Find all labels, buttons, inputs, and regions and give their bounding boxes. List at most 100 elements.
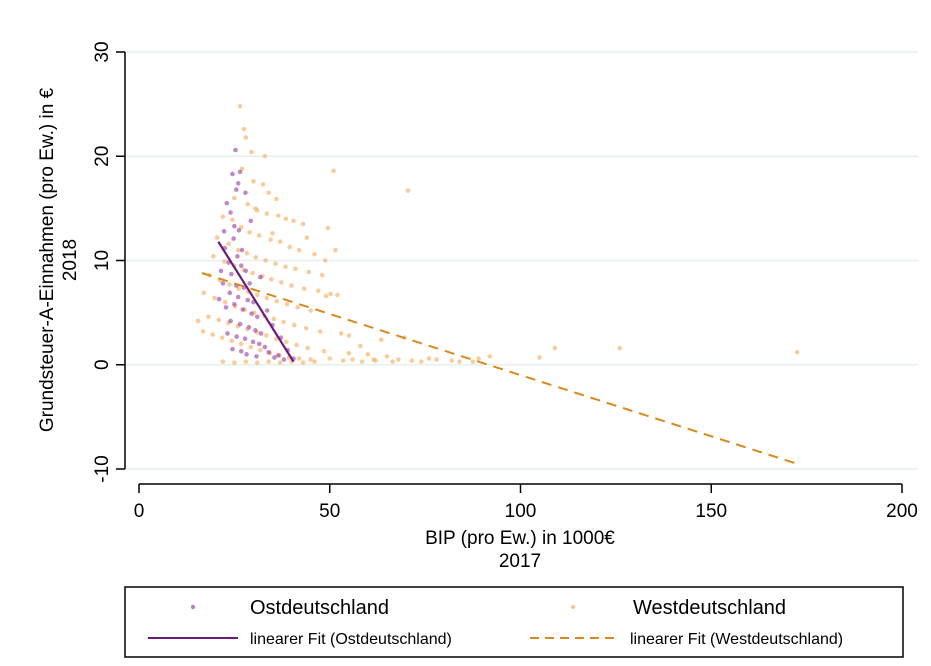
west-point-65 [308,308,313,313]
west-point-138 [470,359,476,364]
ost-point-31 [246,324,252,330]
west-point-130 [312,359,317,364]
west-point-38 [273,261,278,266]
west-point-76 [281,319,286,325]
ost-point-41 [238,348,244,354]
west-point-66 [323,293,329,299]
west-point-112 [396,357,401,362]
ost-point-24 [223,305,229,310]
west-point-109 [327,356,333,361]
west-point-145 [378,337,384,343]
west-point-126 [266,359,272,364]
west-point-90 [283,339,289,345]
ost-point-26 [240,307,246,312]
west-point-70 [222,299,228,305]
west-point-44 [222,259,227,264]
west-point-129 [300,360,306,365]
y-axis: -10 0 10 20 30 [92,41,126,483]
ost-point-7 [236,227,242,233]
ost-point-1 [235,181,241,186]
west-point-54 [328,291,333,297]
west-point-133 [371,357,376,362]
west-point-0 [237,103,243,109]
ost-point-47 [281,357,287,362]
ost-point-10 [239,247,245,253]
ost-point-0 [230,171,235,177]
west-point-94 [346,350,352,356]
west-point-25 [256,233,262,238]
west-point-40 [293,266,298,272]
west-point-10 [266,190,272,196]
west-point-20 [325,225,331,231]
ost-point-16 [220,281,226,286]
west-point-116 [476,356,481,361]
west-point-80 [338,331,344,336]
ost-point-27 [249,311,254,316]
west-point-92 [305,345,310,351]
west-point-88 [264,333,269,338]
x-tick-label-2: 100 [505,501,537,522]
ost-point-33 [258,331,264,336]
west-point-69 [212,295,217,301]
west-point-32 [214,235,220,240]
ost-point-29 [228,318,233,324]
west-fit-line [201,272,798,465]
ost-point-13 [238,263,244,269]
west-point-120 [617,345,622,351]
west-point-53 [316,288,321,294]
legend-marker-westdeutschland [570,604,576,610]
west-point-140 [270,231,275,236]
west-point-1 [241,126,247,132]
west-point-22 [230,217,235,223]
west-point-134 [390,359,395,364]
ost-point-21 [235,294,241,300]
ost-point-39 [262,344,268,350]
west-point-77 [291,322,297,328]
west-point-21 [220,214,226,220]
ost-point-25 [232,301,237,307]
ost-point-44 [266,349,272,355]
ost-point-42 [244,352,249,357]
west-point-68 [201,290,207,296]
west-point-26 [268,237,273,242]
west-point-50 [278,280,284,285]
west-point-16 [275,213,281,218]
west-point-108 [308,357,313,362]
y-tick-label-2: 10 [92,250,113,271]
west-point-60 [254,292,260,298]
west-point-19 [300,221,306,227]
x-axis-title: BIP (pro Ew.) in 1000€ [425,528,615,549]
west-point-28 [287,244,292,250]
west-point-107 [296,356,302,361]
ost-point-36 [242,336,248,341]
ost-point-28 [254,314,260,320]
west-point-114 [434,357,439,362]
west-point-2 [243,135,249,140]
west-point-98 [210,332,215,337]
x-tick-label-3: 150 [695,501,727,522]
west-point-31 [333,247,338,253]
legend-label-ostdeutschland: Ostdeutschland [250,597,389,619]
west-point-136 [426,356,432,361]
west-point-110 [350,357,355,362]
west-point-17 [283,216,289,222]
ost-point-40 [230,346,235,352]
ost-point-11 [235,254,240,259]
west-point-64 [295,305,301,310]
west-point-37 [263,258,268,263]
west-point-99 [219,335,225,340]
west-point-141 [304,235,310,240]
ost-point-49 [221,229,227,234]
y-tick-label-3: 20 [92,146,113,167]
west-point-103 [258,347,263,353]
west-point-118 [537,355,542,360]
west-point-95 [365,352,371,357]
west-point-122 [220,359,226,364]
west-point-78 [303,325,309,331]
west-point-18 [291,218,296,224]
west-point-81 [195,318,201,324]
ost-point-59 [216,296,222,302]
west-point-82 [206,314,211,320]
west-point-13 [245,201,251,207]
